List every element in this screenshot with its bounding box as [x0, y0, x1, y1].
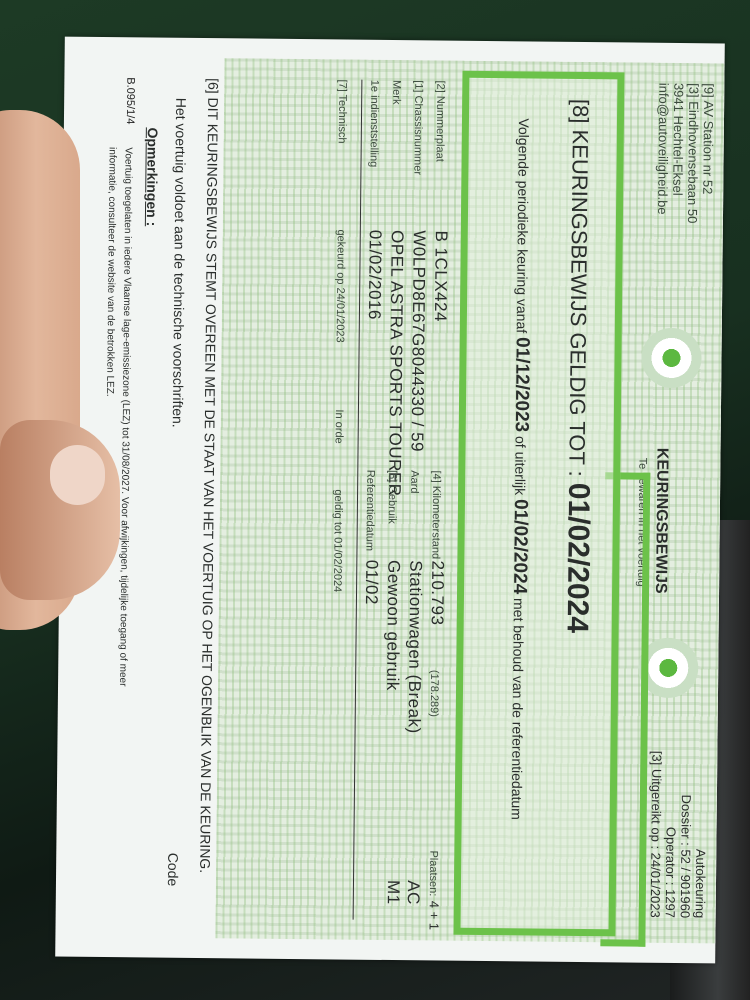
- vehicle-fields: [2] Nummerplaat B 1CLX424 [1] Chassisnumm…: [360, 80, 452, 497]
- field-label: Aard: [408, 470, 421, 494]
- station-city: 3941 Hechtel-Eksel: [670, 82, 687, 196]
- document-title: KEURINGSBEWIJS: [652, 447, 671, 594]
- next-mid: of uiterlijk: [512, 435, 529, 496]
- category-value: M1: [383, 879, 404, 905]
- type-value: Stationwagen (Break): [404, 560, 426, 734]
- station-name: [9] AV Station nr 52: [700, 83, 717, 195]
- next-until-date: 01/02/2024: [509, 498, 532, 595]
- field-label: [5] Gebruik: [385, 469, 399, 524]
- seats-value: 4 + 1: [426, 900, 442, 931]
- field-row: Merk OPEL ASTRA SPORTS TOURER: [382, 80, 408, 497]
- technical-label: [7] Technisch: [335, 79, 349, 144]
- field-label: [4] Kilometerstand: [429, 470, 443, 560]
- code-label: Code: [164, 852, 182, 887]
- technical-valid-until: geldig tot 01/02/2024: [331, 489, 345, 593]
- validity-label: [8] KEURINGSBEWIJS GELDIG TOT :: [564, 98, 594, 477]
- validity-date: 01/02/2024: [560, 482, 596, 634]
- inspection-certificate: [9] AV Station nr 52 [3] Eindhovensebaan…: [55, 36, 725, 964]
- field-row: [4] Kilometerstand210.793 (178.289): [424, 470, 449, 734]
- vehicle-fields-far: Plaatsen: 4 + 1 AC M1: [383, 850, 445, 930]
- field-label: [1] Chassisnummer: [411, 80, 425, 176]
- vehicle-fields-right: [4] Kilometerstand210.793 (178.289) Aard…: [358, 470, 449, 734]
- station-email: info@autoveiligheid.be: [655, 82, 672, 215]
- registration-date-value: 01/02/2016: [364, 229, 385, 321]
- field-row: [5] Gebruik Gewoon gebruik: [380, 470, 405, 734]
- next-prefix: Volgende periodieke keuring vanaf: [513, 118, 533, 334]
- chassis-value: W0LPD8E67G8044330 / 59: [407, 230, 429, 453]
- next-suffix: met behoud van de referentiedatum: [508, 597, 527, 820]
- field-row: Plaatsen: 4 + 1: [422, 850, 444, 930]
- next-inspection-line: Volgende periodieke keuring vanaf 01/12/…: [506, 118, 535, 820]
- operator-number: Operator : 1297: [662, 826, 679, 919]
- field-row: [2] Nummerplaat B 1CLX424: [426, 80, 452, 497]
- usage-value: Gewoon gebruik: [383, 559, 404, 691]
- station-street: [3] Eindhovensebaan 50: [684, 83, 702, 224]
- dossier-info: Autokeuring Dossier : 52 / 901960 Operat…: [648, 743, 710, 919]
- field-label: [2] Nummerplaat: [433, 80, 447, 162]
- field-row: Referentiedatum 01/02: [358, 470, 383, 734]
- body-code-value: AC: [403, 880, 424, 905]
- issue-date: [3] Uitgereikt op : 24/01/2023: [647, 750, 665, 918]
- remarks-title: Opmerkingen :: [143, 127, 161, 227]
- station-address: [9] AV Station nr 52 [3] Eindhovensebaan…: [655, 83, 716, 224]
- field-label: 1e indienststelling: [367, 79, 381, 168]
- field-row: Aard Stationwagen (Break): [402, 470, 427, 734]
- previous-mileage: (178.289): [427, 669, 441, 718]
- field-label: Merk: [390, 79, 403, 105]
- mileage-value: 210.793: [427, 560, 448, 626]
- compliance-text: Het voertuig voldoet aan de technische v…: [169, 97, 190, 428]
- technical-date: gekeurd op 24/01/2023: [333, 229, 347, 343]
- plate-value: B 1CLX424: [430, 230, 451, 323]
- remarks-code: B.095/1/4: [123, 77, 137, 125]
- next-from-date: 01/12/2023: [510, 336, 533, 433]
- make-value: OPEL ASTRA SPORTS TOURER: [385, 229, 407, 497]
- dossier-number: Dossier : 52 / 901960: [677, 794, 694, 919]
- validity-line: [8] KEURINGSBEWIJS GELDIG TOT : 01/02/20…: [560, 99, 600, 633]
- thumbnail: [50, 445, 105, 505]
- validity-frame: [8] KEURINGSBEWIJS GELDIG TOT : 01/02/20…: [453, 70, 625, 937]
- org-name: Autokeuring: [692, 848, 709, 919]
- field-label: Referentiedatum: [363, 469, 377, 552]
- field-label: Plaatsen:: [426, 850, 440, 897]
- reference-date-value: 01/02: [361, 559, 382, 605]
- remarks-text: Voertuig toegelaten in iedere Vlaamse la…: [98, 147, 136, 687]
- field-row: [1] Chassisnummer W0LPD8E67G8044330 / 59: [404, 80, 430, 497]
- seal-logo: [641, 327, 702, 389]
- thumb: [0, 420, 120, 600]
- technical-status: In orde: [332, 409, 345, 444]
